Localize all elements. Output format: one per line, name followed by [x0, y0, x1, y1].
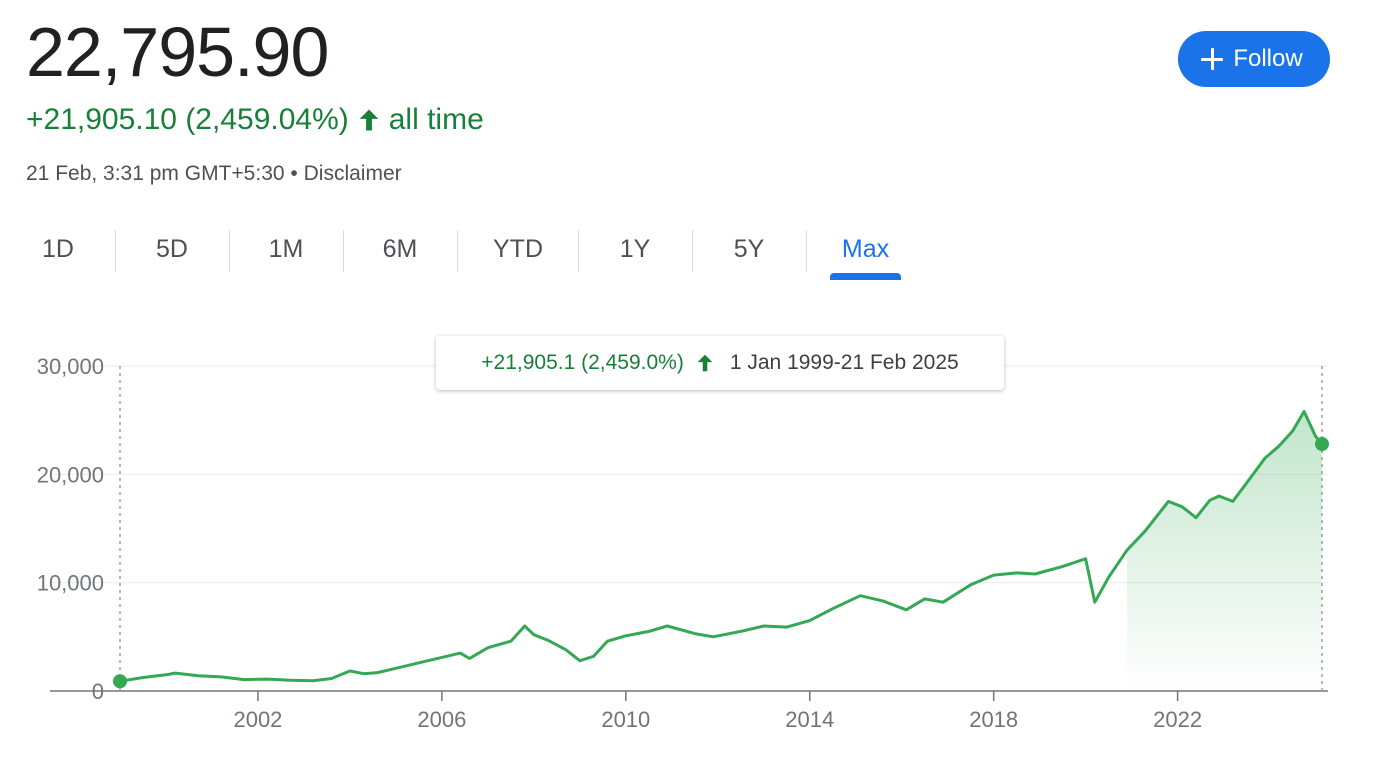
series-area	[1127, 411, 1322, 691]
price-chart[interactable]: 0 10,000 20,000 30,000 2002 2006 2010 2014 2018…	[0, 320, 1390, 764]
tab-6m[interactable]: 6M	[382, 234, 418, 263]
meta-separator: •	[290, 162, 298, 185]
tab-5y[interactable]: 5Y	[733, 234, 765, 263]
series-line	[118, 410, 1324, 683]
y-axis-labels: 0 10,000 20,000 30,000	[37, 354, 104, 704]
quote-meta: 21 Feb, 3:31 pm GMT+5:30 • Disclaimer	[26, 160, 402, 188]
tab-divider	[806, 230, 807, 272]
x-tick-label: 2002	[233, 707, 282, 732]
y-tick-label: 0	[92, 679, 104, 704]
tab-divider	[115, 230, 116, 272]
tab-divider	[578, 230, 579, 272]
tooltip-change: +21,905.1 (2,459.0%)	[481, 351, 684, 374]
tab-divider	[229, 230, 230, 272]
follow-label: Follow	[1233, 45, 1303, 72]
series-markers	[113, 437, 1329, 689]
price-change-value: +21,905.10 (2,459.04%)	[26, 103, 349, 136]
timestamp: 21 Feb, 3:31 pm GMT+5:30	[26, 162, 285, 185]
range-tooltip: +21,905.1 (2,459.0%) 1 Jan 1999-21 Feb 2…	[436, 336, 1004, 390]
y-tick-label: 10,000	[37, 571, 104, 596]
y-tick-label: 20,000	[37, 462, 104, 487]
follow-button[interactable]: Follow	[1178, 31, 1330, 87]
x-tick-label: 2022	[1153, 707, 1202, 732]
tab-5d[interactable]: 5D	[156, 234, 188, 263]
arrow-up-icon	[359, 109, 379, 131]
tab-divider	[457, 230, 458, 272]
tab-1m[interactable]: 1M	[268, 234, 304, 263]
x-tick-label: 2006	[417, 707, 466, 732]
series-marker-point	[113, 674, 127, 689]
tab-divider	[343, 230, 344, 272]
price-change-period: all time	[388, 103, 484, 136]
tab-1d[interactable]: 1D	[42, 234, 74, 263]
x-tick-label: 2018	[969, 707, 1018, 732]
arrow-up-icon	[697, 354, 713, 372]
x-tick-label: 2010	[601, 707, 650, 732]
price-series	[118, 410, 1324, 691]
disclaimer-link[interactable]: Disclaimer	[303, 162, 402, 185]
x-tick-label: 2014	[785, 707, 834, 732]
tab-max[interactable]: Max	[830, 226, 901, 280]
y-tick-label: 30,000	[37, 354, 104, 379]
current-price: 22,795.90	[26, 13, 329, 91]
tab-ytd[interactable]: YTD	[493, 234, 543, 263]
series-marker-point	[1315, 437, 1329, 452]
tab-divider	[692, 230, 693, 272]
price-change: +21,905.10 (2,459.04%) all time	[26, 100, 484, 140]
plus-icon	[1201, 48, 1224, 70]
tab-1y[interactable]: 1Y	[619, 234, 651, 263]
tooltip-range: 1 Jan 1999-21 Feb 2025	[729, 351, 959, 374]
x-axis-labels: 2002 2006 2010 2014 2018 2022	[233, 707, 1202, 732]
